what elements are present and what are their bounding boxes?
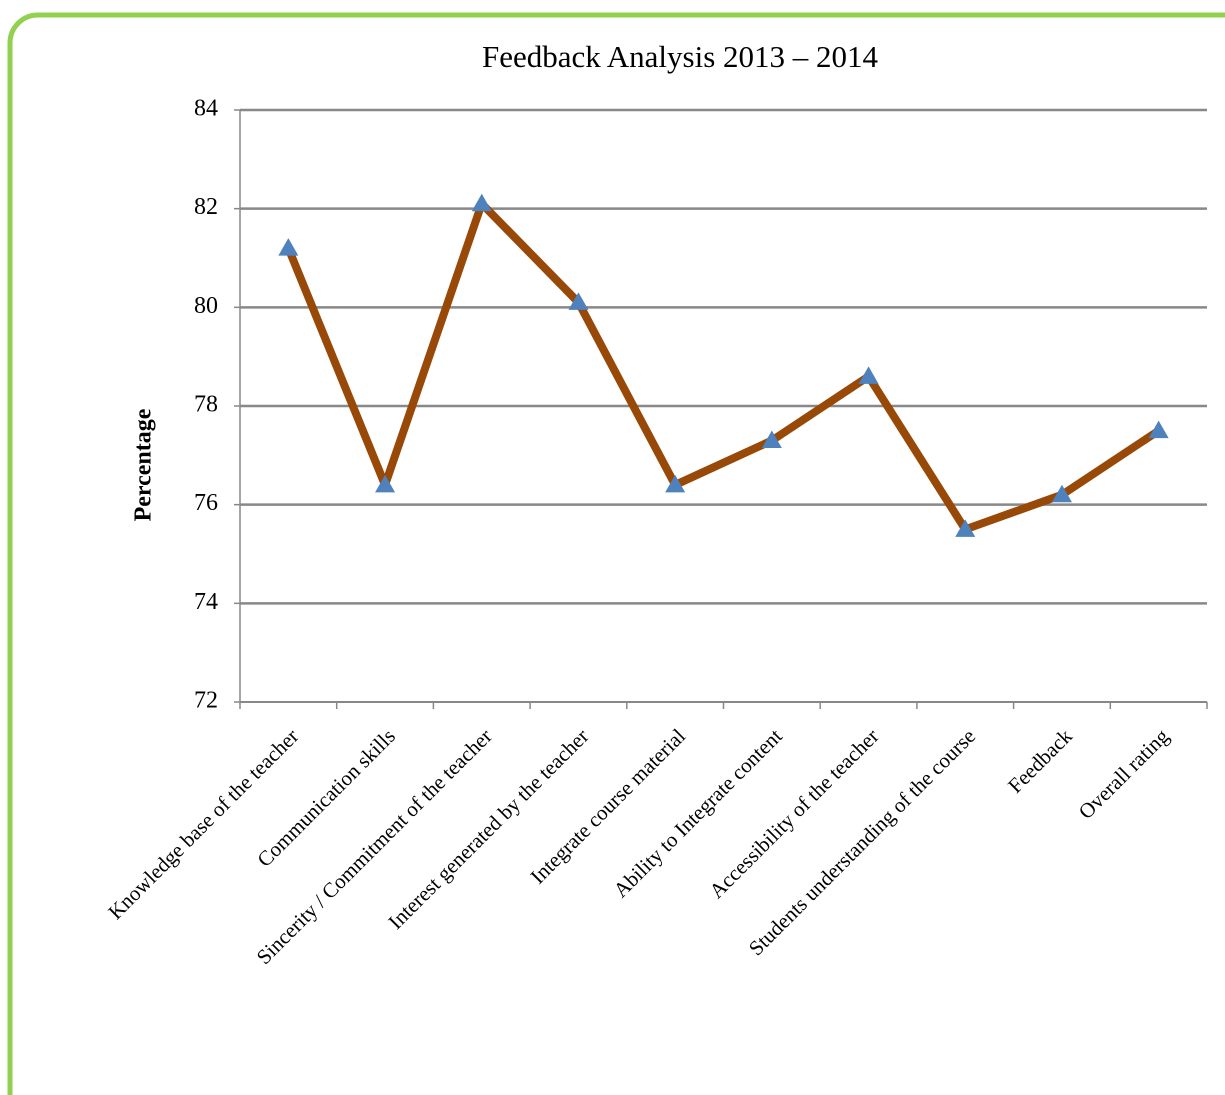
y-axis-label: Percentage [131, 408, 157, 521]
data-marker [568, 292, 589, 310]
data-marker [761, 430, 782, 449]
data-line [284, 199, 1161, 534]
data-marker [665, 474, 686, 493]
y-tick-label: 76 [194, 490, 218, 516]
y-tick-label: 78 [194, 392, 218, 418]
data-marker [471, 193, 492, 212]
y-tick-label: 74 [194, 589, 218, 615]
chart-title: Feedback Analysis 2013 – 2014 [482, 39, 879, 74]
y-tick-label: 82 [194, 194, 218, 220]
data-marker [1051, 484, 1072, 503]
y-tick-label: 84 [194, 96, 218, 122]
y-tick-label: 80 [194, 293, 218, 319]
data-marker [955, 519, 976, 537]
data-marker [1148, 420, 1169, 439]
data-marker [278, 238, 299, 256]
data-marker [858, 366, 879, 384]
data-marker [375, 474, 396, 493]
frame [7, 12, 1225, 1095]
y-tick-label: 72 [194, 688, 218, 714]
